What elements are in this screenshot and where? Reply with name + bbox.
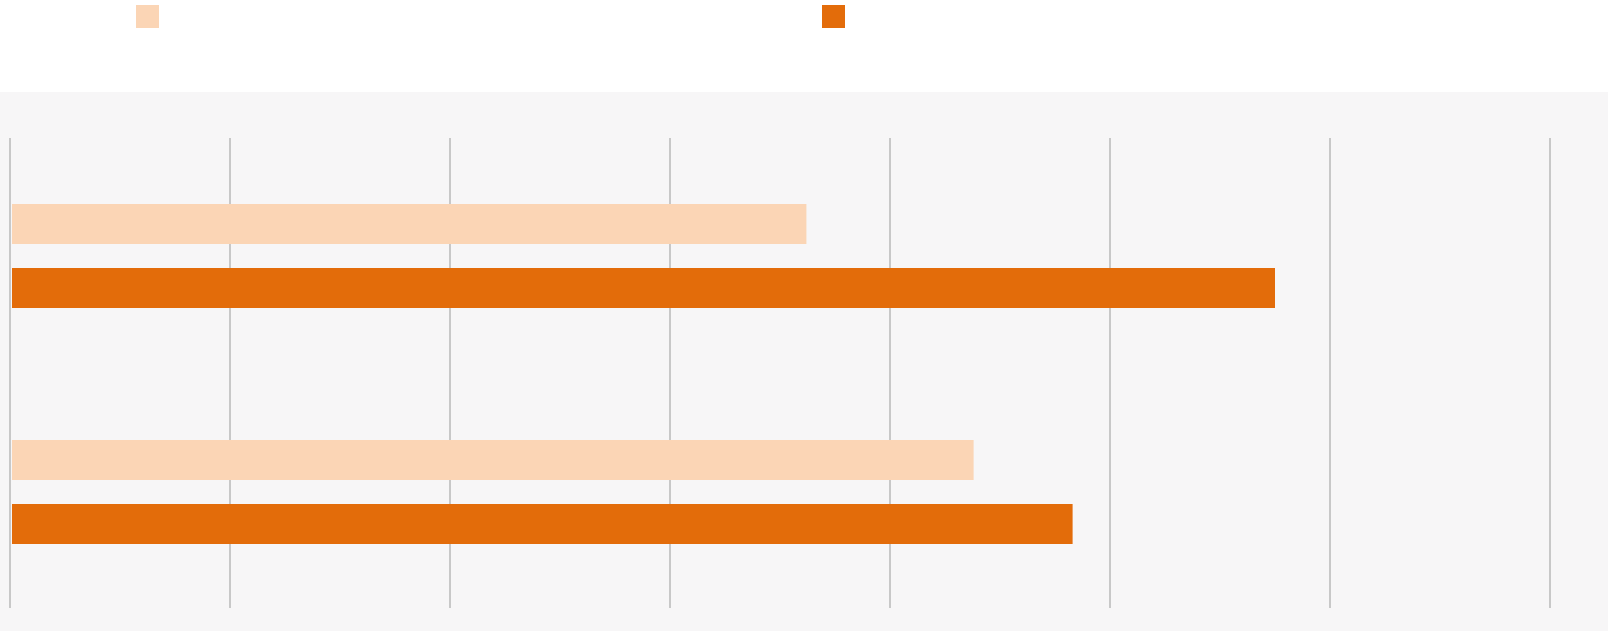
legend-swatch	[822, 5, 845, 28]
bar	[12, 504, 1073, 544]
bar	[12, 204, 806, 244]
bar	[12, 268, 1275, 308]
bar	[12, 440, 974, 480]
plot-background	[0, 92, 1608, 631]
chart	[0, 0, 1608, 631]
page: (() => { const data = JSON.parse(documen…	[0, 0, 1608, 631]
legend-swatch	[136, 5, 159, 28]
